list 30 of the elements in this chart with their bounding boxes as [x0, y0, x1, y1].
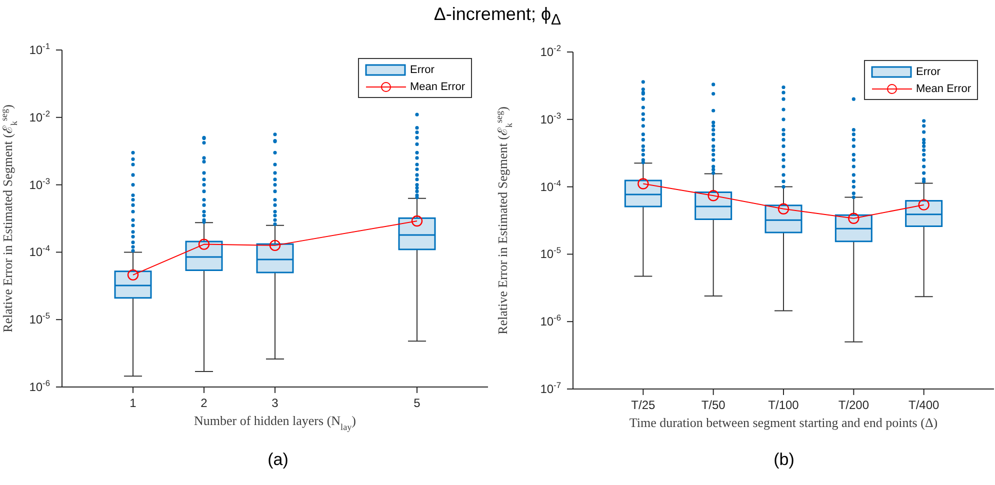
x-axis-title: Number of hidden layers (N$_{lay}$)	[194, 413, 356, 432]
x-axis-title: Time duration between segment starting and end points (Δ)	[629, 415, 938, 430]
x-tick-label: T/200	[838, 398, 870, 412]
x-tick-label: T/25	[631, 398, 656, 412]
y-tick-label: 10$^{-4}$	[540, 178, 562, 194]
x-tick-label: T/50	[701, 398, 726, 412]
y-tick-label: 10$^{-2}$	[29, 108, 50, 124]
x-tick-label: 5	[414, 396, 421, 410]
x-tick-label: 3	[272, 396, 279, 410]
y-tick-label: 10$^{-4}$	[29, 243, 50, 260]
x-tick-label: 2	[200, 396, 208, 410]
y-tick-label: 10$^{-5}$	[29, 310, 50, 327]
y-tick-label: 10$^{-6}$	[540, 312, 562, 329]
y-tick-label: 10$^{-6}$	[29, 378, 50, 394]
legend-label: Mean Error	[410, 80, 466, 92]
x-tick-label: 1	[130, 396, 137, 410]
x-tick-label: T/400	[908, 398, 940, 412]
chart-title: Δ-increment; ϕ$_{Δ}$	[432, 4, 562, 29]
legend-label: Error	[410, 64, 434, 76]
y-tick-label: 10$^{-1}$	[29, 41, 50, 57]
text: (b)	[772, 450, 796, 470]
y-tick-label: 10$^{-3}$	[540, 110, 562, 126]
y-tick-label: 10$^{-2}$	[540, 43, 562, 59]
y-tick-label: 10$^{-5}$	[540, 245, 562, 262]
x-tick-label: T/100	[768, 398, 800, 412]
y-tick-label: 10$^{-7}$	[540, 380, 562, 396]
y-tick-label: 10$^{-3}$	[29, 176, 50, 192]
legend-label: Mean Error	[916, 82, 972, 94]
legend-label: Error	[916, 66, 940, 78]
text: (a)	[266, 450, 290, 470]
